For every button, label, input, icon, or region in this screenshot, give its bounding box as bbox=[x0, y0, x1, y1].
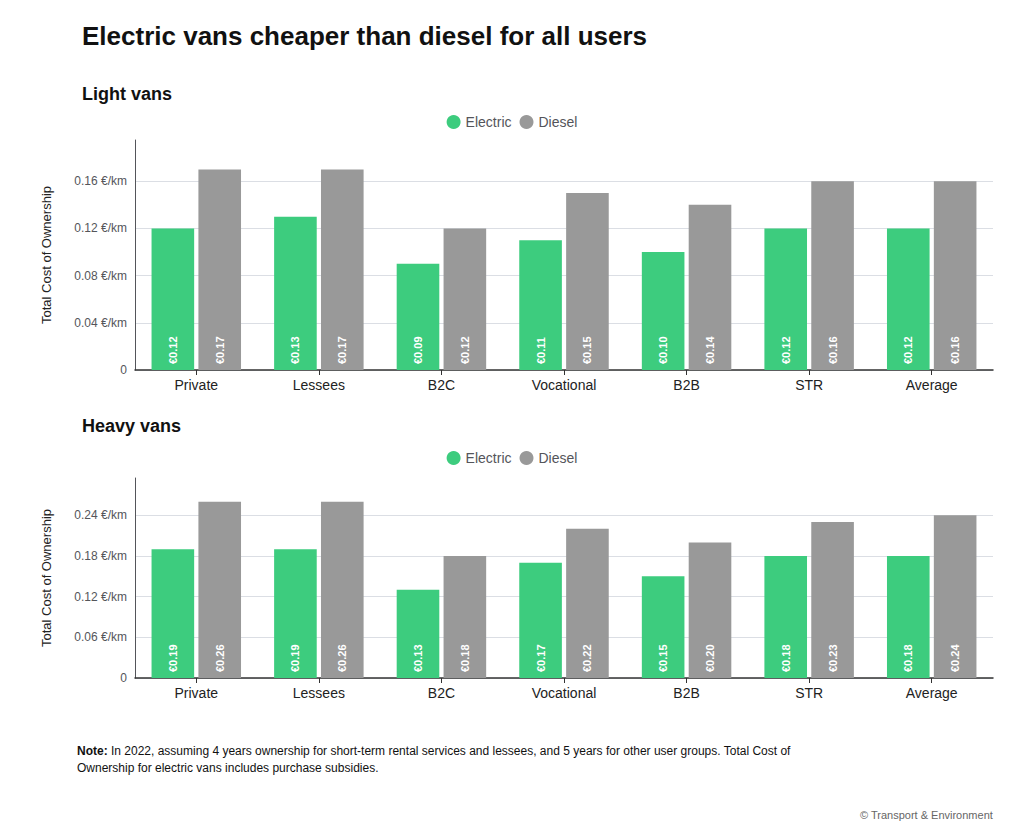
svg-text:€0.17: €0.17 bbox=[214, 336, 226, 364]
svg-text:€0.12: €0.12 bbox=[459, 336, 471, 364]
svg-text:0: 0 bbox=[120, 363, 127, 377]
svg-text:STR: STR bbox=[795, 685, 823, 701]
svg-text:€0.26: €0.26 bbox=[214, 644, 226, 672]
svg-text:€0.23: €0.23 bbox=[827, 644, 839, 672]
svg-text:B2B: B2B bbox=[673, 377, 699, 393]
svg-text:B2B: B2B bbox=[673, 685, 699, 701]
svg-text:€0.19: €0.19 bbox=[289, 644, 301, 672]
svg-text:€0.26: €0.26 bbox=[336, 644, 348, 672]
svg-text:Average: Average bbox=[906, 685, 958, 701]
svg-text:€0.13: €0.13 bbox=[412, 644, 424, 672]
svg-text:€0.18: €0.18 bbox=[780, 644, 792, 672]
svg-text:0.16 €/km: 0.16 €/km bbox=[74, 174, 127, 188]
svg-text:STR: STR bbox=[795, 377, 823, 393]
svg-text:0.18 €/km: 0.18 €/km bbox=[74, 549, 127, 563]
svg-text:Private: Private bbox=[174, 685, 218, 701]
svg-text:Vocational: Vocational bbox=[532, 377, 597, 393]
svg-text:Diesel: Diesel bbox=[538, 114, 577, 130]
svg-text:0.12 €/km: 0.12 €/km bbox=[74, 590, 127, 604]
svg-text:© Transport & Environment: © Transport & Environment bbox=[860, 809, 993, 821]
svg-text:€0.15: €0.15 bbox=[581, 336, 593, 364]
svg-text:0.06 €/km: 0.06 €/km bbox=[74, 630, 127, 644]
svg-text:€0.24: €0.24 bbox=[949, 644, 961, 672]
svg-text:Electric: Electric bbox=[466, 450, 512, 466]
svg-text:Total Cost of Ownership: Total Cost of Ownership bbox=[39, 509, 54, 647]
svg-text:€0.15: €0.15 bbox=[657, 644, 669, 672]
svg-text:Note:: Note: bbox=[77, 744, 108, 758]
svg-text:€0.13: €0.13 bbox=[289, 336, 301, 364]
svg-text:In 2022, assuming 4 years owne: In 2022, assuming 4 years ownership for … bbox=[108, 744, 791, 758]
svg-text:0.04 €/km: 0.04 €/km bbox=[74, 316, 127, 330]
svg-text:€0.11: €0.11 bbox=[535, 337, 547, 364]
svg-text:Diesel: Diesel bbox=[538, 450, 577, 466]
svg-text:€0.09: €0.09 bbox=[412, 336, 424, 364]
svg-text:0: 0 bbox=[120, 671, 127, 685]
svg-text:€0.12: €0.12 bbox=[780, 336, 792, 364]
svg-text:0.08 €/km: 0.08 €/km bbox=[74, 269, 127, 283]
svg-text:€0.17: €0.17 bbox=[535, 644, 547, 672]
svg-text:0.12 €/km: 0.12 €/km bbox=[74, 221, 127, 235]
svg-text:Average: Average bbox=[906, 377, 958, 393]
svg-text:Electric: Electric bbox=[466, 114, 512, 130]
svg-text:€0.18: €0.18 bbox=[902, 644, 914, 672]
svg-text:€0.22: €0.22 bbox=[581, 644, 593, 672]
svg-text:€0.14: €0.14 bbox=[704, 336, 716, 364]
svg-text:Total Cost of Ownership: Total Cost of Ownership bbox=[39, 186, 54, 324]
svg-text:Electric vans cheaper than die: Electric vans cheaper than diesel for al… bbox=[82, 21, 647, 51]
svg-text:€0.19: €0.19 bbox=[167, 644, 179, 672]
svg-text:€0.18: €0.18 bbox=[459, 644, 471, 672]
svg-text:Ownership for electric vans in: Ownership for electric vans includes pur… bbox=[77, 761, 378, 775]
svg-text:€0.12: €0.12 bbox=[902, 336, 914, 364]
svg-text:€0.16: €0.16 bbox=[949, 336, 961, 364]
svg-text:€0.17: €0.17 bbox=[336, 336, 348, 364]
svg-text:Heavy vans: Heavy vans bbox=[82, 416, 181, 436]
svg-text:€0.12: €0.12 bbox=[167, 336, 179, 364]
svg-text:€0.20: €0.20 bbox=[704, 644, 716, 672]
svg-text:Vocational: Vocational bbox=[532, 685, 597, 701]
svg-text:€0.16: €0.16 bbox=[827, 336, 839, 364]
svg-text:B2C: B2C bbox=[428, 377, 455, 393]
svg-text:B2C: B2C bbox=[428, 685, 455, 701]
svg-text:€0.10: €0.10 bbox=[657, 336, 669, 364]
svg-text:Lessees: Lessees bbox=[293, 685, 345, 701]
svg-text:0.24 €/km: 0.24 €/km bbox=[74, 508, 127, 522]
svg-text:Private: Private bbox=[174, 377, 218, 393]
svg-text:Lessees: Lessees bbox=[293, 377, 345, 393]
svg-text:Light vans: Light vans bbox=[82, 84, 172, 104]
